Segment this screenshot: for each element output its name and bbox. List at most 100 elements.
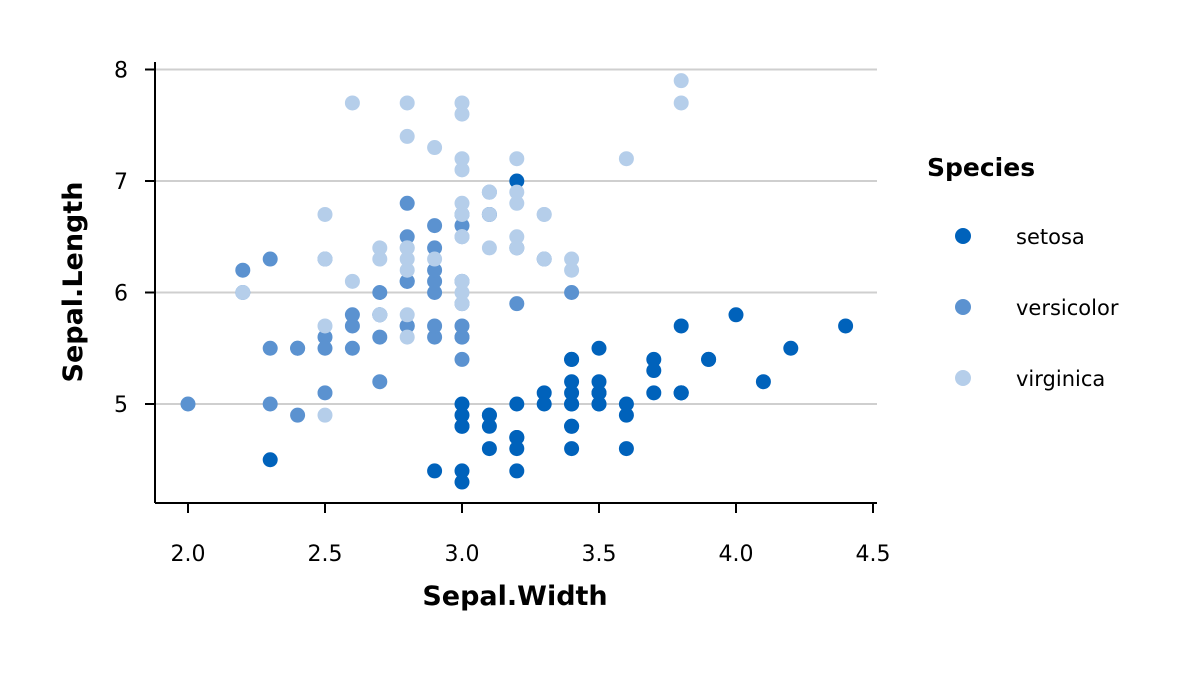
- point-versicolor: [344, 318, 360, 334]
- legend-label-versicolor: versicolor: [1016, 296, 1119, 320]
- legend: Species setosa versicolor virginica: [927, 153, 1119, 391]
- point-versicolor: [454, 218, 470, 234]
- point-setosa: [481, 407, 497, 423]
- point-virginica: [317, 206, 333, 222]
- y-axis-title: Sepal.Length: [58, 181, 89, 382]
- point-virginica: [454, 95, 470, 111]
- point-virginica: [399, 240, 415, 256]
- legend-swatch-virginica: [955, 370, 971, 386]
- point-versicolor: [399, 273, 415, 289]
- point-versicolor: [262, 251, 278, 267]
- point-versicolor: [290, 407, 306, 423]
- point-setosa: [673, 385, 689, 401]
- point-setosa: [509, 429, 525, 445]
- point-versicolor: [262, 340, 278, 356]
- point-versicolor: [427, 318, 443, 334]
- point-versicolor: [180, 396, 196, 412]
- point-setosa: [454, 474, 470, 490]
- y-tick-label-7: 7: [114, 170, 128, 195]
- point-virginica: [536, 206, 552, 222]
- point-versicolor: [427, 262, 443, 278]
- point-virginica: [454, 151, 470, 167]
- point-versicolor: [372, 374, 388, 390]
- point-setosa: [646, 385, 662, 401]
- x-tick-label-3.5: 3.5: [582, 542, 617, 567]
- x-tick-label-3.0: 3.0: [445, 542, 480, 567]
- point-virginica: [454, 296, 470, 312]
- point-setosa: [564, 385, 580, 401]
- point-virginica: [399, 262, 415, 278]
- point-virginica: [509, 229, 525, 245]
- point-setosa: [673, 318, 689, 334]
- point-virginica: [481, 184, 497, 200]
- point-setosa: [564, 441, 580, 457]
- legend-label-setosa: setosa: [1016, 225, 1085, 249]
- axes: [154, 62, 877, 504]
- point-versicolor: [509, 296, 525, 312]
- series-virginica: [235, 73, 689, 423]
- point-setosa: [564, 396, 580, 412]
- legend-items: setosa versicolor virginica: [955, 225, 1119, 391]
- x-tick-label-2.5: 2.5: [308, 542, 343, 567]
- point-setosa: [591, 396, 607, 412]
- point-virginica: [454, 106, 470, 122]
- point-setosa: [591, 385, 607, 401]
- point-virginica: [481, 206, 497, 222]
- point-versicolor: [399, 195, 415, 211]
- point-virginica: [317, 251, 333, 267]
- point-virginica: [454, 206, 470, 222]
- point-setosa: [454, 418, 470, 434]
- x-tick-label-2.0: 2.0: [171, 542, 206, 567]
- point-versicolor: [317, 385, 333, 401]
- point-versicolor: [317, 329, 333, 345]
- point-setosa: [591, 374, 607, 390]
- point-virginica: [372, 307, 388, 323]
- point-setosa: [564, 374, 580, 390]
- y-tick-label-8: 8: [114, 59, 128, 84]
- x-tick-label-4.5: 4.5: [856, 542, 891, 567]
- point-setosa: [755, 374, 771, 390]
- point-versicolor: [427, 329, 443, 345]
- series-setosa: [262, 173, 854, 490]
- point-virginica: [509, 151, 525, 167]
- point-virginica: [673, 95, 689, 111]
- point-virginica: [427, 251, 443, 267]
- point-setosa: [509, 173, 525, 189]
- point-setosa: [701, 351, 717, 367]
- point-virginica: [399, 95, 415, 111]
- point-virginica: [509, 195, 525, 211]
- point-versicolor: [399, 318, 415, 334]
- point-virginica: [564, 251, 580, 267]
- point-virginica: [564, 262, 580, 278]
- data-points: [180, 73, 854, 490]
- point-virginica: [317, 407, 333, 423]
- point-setosa: [509, 463, 525, 479]
- point-setosa: [618, 396, 634, 412]
- point-setosa: [262, 452, 278, 468]
- point-versicolor: [290, 340, 306, 356]
- point-versicolor: [235, 262, 251, 278]
- point-setosa: [838, 318, 854, 334]
- point-versicolor: [372, 329, 388, 345]
- point-setosa: [783, 340, 799, 356]
- point-virginica: [454, 273, 470, 289]
- point-virginica: [344, 273, 360, 289]
- point-virginica: [509, 240, 525, 256]
- point-virginica: [454, 195, 470, 211]
- point-virginica: [509, 184, 525, 200]
- point-setosa: [509, 396, 525, 412]
- point-setosa: [646, 351, 662, 367]
- point-virginica: [317, 318, 333, 334]
- point-virginica: [372, 240, 388, 256]
- point-versicolor: [372, 285, 388, 300]
- legend-swatch-setosa: [955, 228, 971, 244]
- point-virginica: [454, 229, 470, 245]
- point-setosa: [618, 441, 634, 457]
- point-setosa: [564, 418, 580, 434]
- point-virginica: [399, 251, 415, 267]
- point-virginica: [399, 329, 415, 345]
- point-setosa: [536, 396, 552, 412]
- legend-title: Species: [927, 153, 1035, 182]
- point-versicolor: [564, 285, 580, 300]
